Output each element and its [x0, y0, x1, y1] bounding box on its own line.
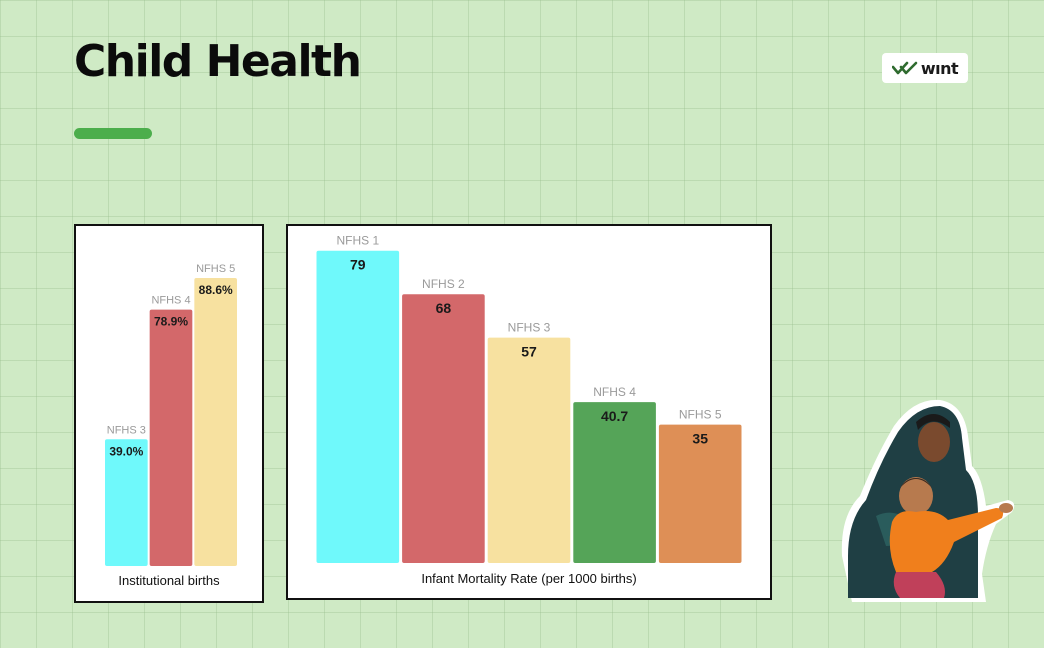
- category-label: NFHS 5: [196, 263, 235, 275]
- page-title: Child Health: [74, 36, 362, 87]
- infant-mortality-plot: NFHS 1 79 NFHS 2 68 NFHS 3 57 NFHS 4 40.7 NFHS 5…: [316, 234, 742, 563]
- logo-text: wınt: [920, 58, 959, 78]
- wint-logo: wınt: [882, 53, 968, 83]
- chart-caption: Infant Mortality Rate (per 1000 births): [421, 571, 637, 586]
- bar: [316, 250, 400, 563]
- value-label: 79: [350, 257, 366, 273]
- bar: [658, 424, 742, 563]
- value-label: 40.7: [601, 408, 628, 424]
- title-underline: [74, 128, 152, 139]
- institutional-births-plot: NFHS 3 39.0% NFHS 4 78.9% NFHS 5 88.6%: [105, 263, 237, 566]
- category-label: NFHS 2: [422, 277, 465, 291]
- value-label: 88.6%: [199, 283, 233, 297]
- bar: [105, 439, 148, 566]
- value-label: 57: [521, 344, 537, 360]
- chart-caption: Institutional births: [118, 573, 220, 588]
- value-label: 68: [436, 300, 452, 316]
- bar: [402, 294, 485, 563]
- bar: [487, 337, 571, 563]
- bar: [194, 278, 237, 566]
- category-label: NFHS 5: [679, 408, 722, 422]
- value-label: 35: [692, 431, 708, 447]
- double-check-logo-icon: [891, 61, 918, 75]
- category-label: NFHS 3: [107, 424, 146, 436]
- category-label: NFHS 4: [151, 295, 190, 307]
- bar: [149, 309, 193, 566]
- infant-mortality-chart: NFHS 1 79 NFHS 2 68 NFHS 3 57 NFHS 4 40.7 NFHS 5…: [286, 224, 772, 600]
- person-photo-icon: [841, 399, 1015, 602]
- bar: [573, 402, 656, 563]
- value-label: 39.0%: [109, 444, 143, 458]
- category-label: NFHS 4: [593, 385, 636, 399]
- value-label: 78.9%: [154, 315, 188, 329]
- institutional-births-chart: NFHS 3 39.0% NFHS 4 78.9% NFHS 5 88.6% Instit…: [74, 224, 264, 603]
- category-label: NFHS 1: [336, 234, 379, 248]
- category-label: NFHS 3: [508, 321, 551, 335]
